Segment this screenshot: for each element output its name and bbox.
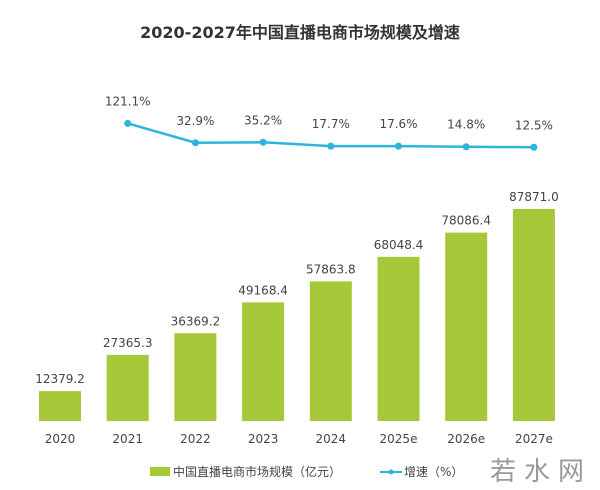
bar — [242, 302, 285, 421]
x-tick-label: 2023 — [248, 432, 279, 446]
growth-data-label: 121.1% — [105, 94, 151, 108]
bar-data-label: 78086.4 — [441, 214, 491, 228]
x-tick-label: 2022 — [180, 432, 211, 446]
x-tick-label: 2024 — [316, 432, 347, 446]
bar-data-label: 27365.3 — [103, 336, 153, 350]
x-tick-label: 2026e — [447, 432, 485, 446]
x-tick-label: 2025e — [380, 432, 418, 446]
bar-data-label: 12379.2 — [35, 372, 85, 386]
bar — [174, 333, 217, 421]
bar-data-label: 57863.8 — [306, 262, 356, 276]
legend-label-line: 增速（%） — [404, 465, 463, 479]
growth-point — [191, 139, 199, 147]
growth-data-label: 14.8% — [447, 118, 485, 132]
growth-point — [395, 142, 402, 150]
watermark: 若水网 — [490, 457, 592, 487]
bar-data-label: 68048.4 — [374, 238, 424, 252]
bar — [377, 256, 420, 421]
bar-data-label: 36369.2 — [171, 314, 221, 328]
legend-label-bar: 中国直播电商市场规模（亿元） — [173, 464, 341, 479]
bar — [39, 391, 81, 421]
growth-point — [462, 143, 470, 151]
growth-data-label: 17.7% — [312, 117, 350, 131]
growth-point — [530, 143, 538, 151]
x-tick-label: 2021 — [112, 432, 143, 446]
legend-marker — [388, 469, 394, 475]
bar — [106, 354, 149, 421]
growth-data-label: 17.6% — [379, 117, 417, 131]
legend-swatch-bar — [150, 467, 170, 476]
bar-data-label: 49168.4 — [238, 283, 288, 297]
legend: 中国直播电商市场规模（亿元） 增速（%） — [150, 464, 463, 479]
growth-point — [327, 142, 335, 150]
growth-data-label: 12.5% — [515, 118, 553, 132]
growth-data-label: 35.2% — [244, 113, 282, 127]
x-tick-label: 2027e — [515, 432, 553, 446]
x-tick-label: 2020 — [45, 432, 76, 446]
bar — [309, 281, 352, 421]
bar — [512, 209, 555, 421]
bar — [445, 232, 488, 421]
chart-title: 2020-2027年中国直播电商市场规模及增速 — [140, 23, 460, 42]
growth-point — [124, 119, 132, 127]
bar-data-label: 87871.0 — [509, 190, 559, 204]
growth-data-label: 32.9% — [176, 114, 214, 128]
growth-point — [259, 138, 267, 146]
